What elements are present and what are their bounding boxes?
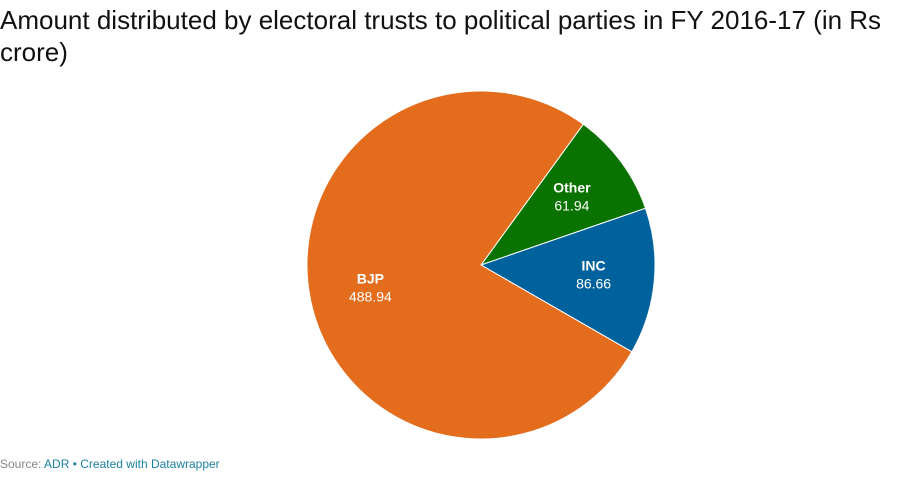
value-label: 488.94	[349, 288, 392, 304]
source-link[interactable]: ADR	[44, 457, 70, 471]
value-label: 61.94	[554, 197, 589, 213]
pie-slice	[479, 123, 647, 266]
slice-label: INC	[582, 257, 606, 273]
slice-label: Other	[553, 179, 591, 195]
chart-title: Amount distributed by electoral trusts t…	[0, 5, 882, 67]
separator: •	[72, 457, 77, 471]
pie-slice	[306, 90, 633, 440]
credit-link[interactable]: Created with Datawrapper	[80, 457, 220, 471]
source-label: Source:	[0, 457, 42, 471]
footer: Source: ADR • Created with Datawrapper	[0, 457, 220, 471]
pie-slice	[479, 207, 656, 353]
value-label: 86.66	[576, 275, 611, 291]
slice-label: BJP	[357, 270, 384, 286]
